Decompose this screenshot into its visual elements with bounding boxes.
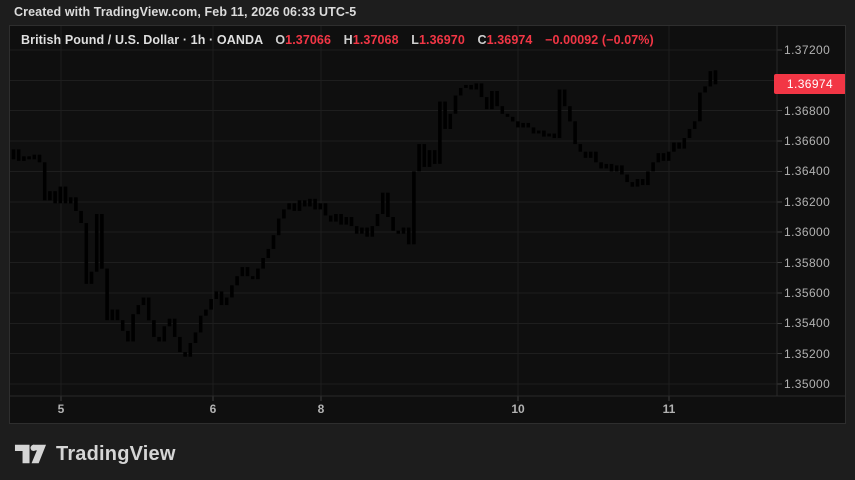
attribution-text: Created with TradingView.com, Feb 11, 20…: [14, 5, 357, 19]
price-axis-label: 1.36600: [784, 134, 831, 149]
time-axis-label: 8: [317, 402, 325, 416]
high-label: H: [343, 33, 353, 47]
time-axis-label: 6: [209, 402, 217, 416]
close-value: 1.36974: [486, 33, 533, 47]
chart-panel-inner: British Pound / U.S. Dollar · 1h · OANDA…: [10, 26, 845, 423]
ohlc-close: C1.36974: [477, 33, 532, 47]
symbol-legend[interactable]: British Pound / U.S. Dollar · 1h · OANDA…: [21, 33, 654, 47]
price-axis-label: 1.35400: [784, 316, 831, 331]
close-label: C: [477, 33, 487, 47]
price-axis-label: 1.36000: [784, 225, 831, 240]
candlestick-chart[interactable]: [10, 26, 845, 423]
price-axis-label: 1.36400: [784, 164, 831, 179]
price-axis-label: 1.36200: [784, 194, 831, 209]
ohlc-high: H1.37068: [344, 33, 399, 47]
brand-name: TradingView: [56, 442, 176, 465]
time-axis-label: 5: [57, 402, 65, 416]
price-axis-label: 1.35600: [784, 285, 831, 300]
time-axis-label: 11: [662, 402, 676, 416]
open-label: O: [275, 33, 286, 47]
chart-panel: British Pound / U.S. Dollar · 1h · OANDA…: [9, 25, 846, 424]
low-label: L: [411, 33, 419, 47]
ohlc-open: O1.37066: [275, 33, 331, 47]
price-axis-label: 1.36800: [784, 103, 831, 118]
change-value: −0.00092 (−0.07%): [545, 33, 654, 47]
low-value: 1.36970: [418, 33, 465, 47]
open-value: 1.37066: [285, 33, 332, 47]
time-axis-label: 10: [511, 402, 525, 416]
last-price-badge: 1.36974: [774, 74, 845, 95]
ohlc-low: L1.36970: [411, 33, 465, 47]
high-value: 1.37068: [352, 33, 399, 47]
tradingview-logo-icon: [14, 444, 47, 464]
symbol-title: British Pound / U.S. Dollar · 1h · OANDA: [21, 33, 263, 47]
price-axis-label: 1.35000: [784, 377, 831, 391]
attribution-bar: Created with TradingView.com, Feb 11, 20…: [0, 0, 855, 25]
price-axis-label: 1.35800: [784, 255, 831, 270]
brand-footer[interactable]: TradingView: [14, 440, 176, 468]
price-axis-label: 1.37200: [784, 42, 831, 57]
price-axis-label: 1.35200: [784, 346, 831, 361]
